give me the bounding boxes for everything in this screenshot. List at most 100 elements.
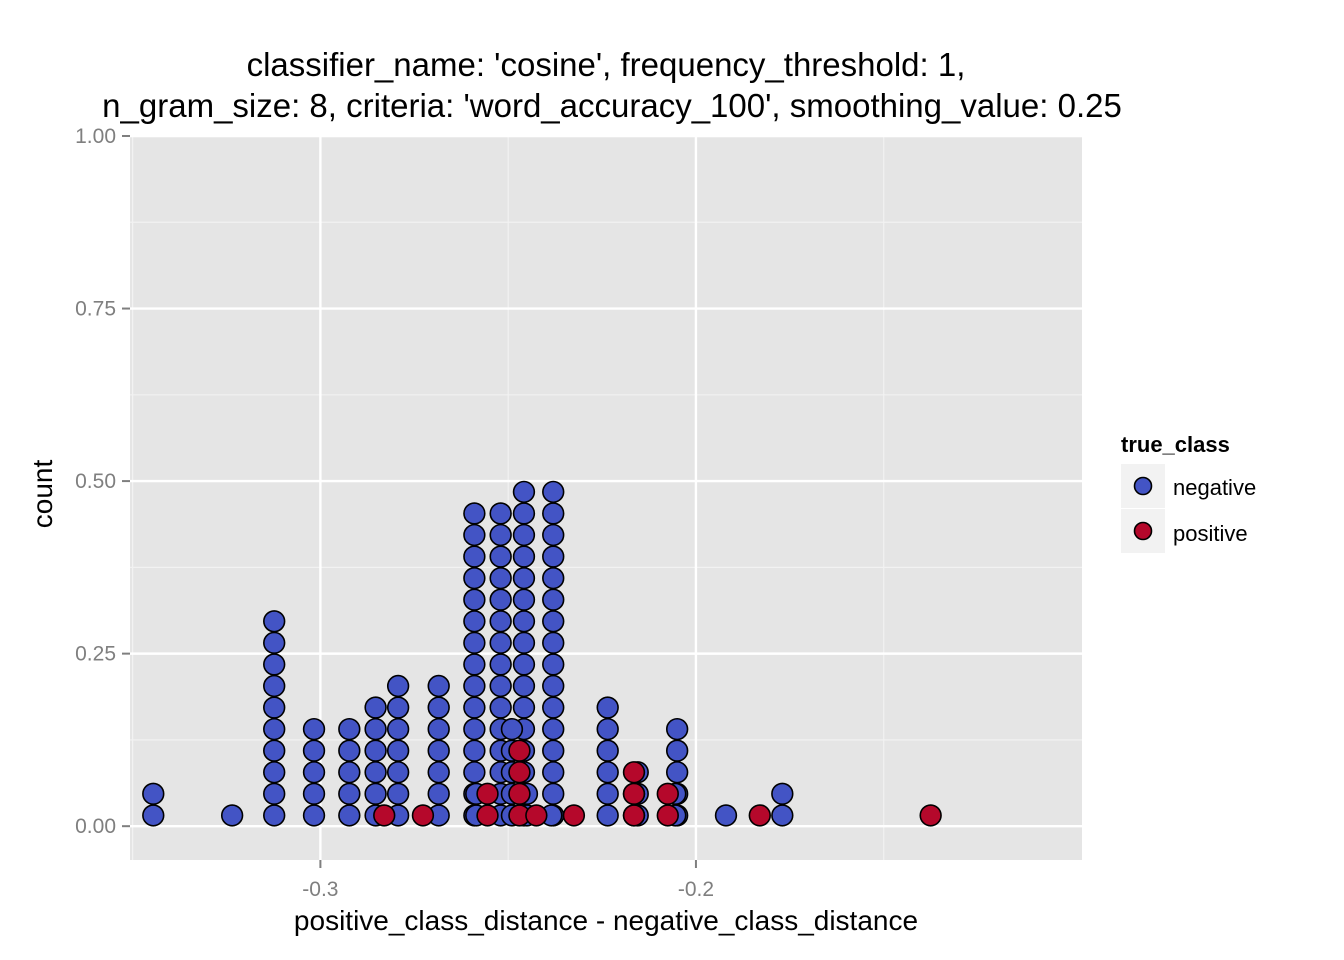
dot-negative [463,653,486,676]
dot-negative [771,804,794,827]
dot-negative [512,674,536,698]
dot-negative [463,502,486,525]
dot-negative [714,804,738,827]
dot-negative [542,566,565,590]
dot-negative [542,631,565,655]
dot-positive [622,782,646,806]
dot-negative [542,653,565,676]
dot-positive [373,804,396,827]
y-tick-label: 0.50 [75,470,116,493]
dot-negative [386,717,410,741]
dot-negative [263,739,286,762]
dot-negative [596,717,619,741]
dot-negative [463,566,486,590]
dot-negative [463,631,486,655]
series-positive [373,739,942,827]
dot-negative [489,653,512,676]
dot-positive [508,761,531,784]
dot-positive [656,782,679,806]
dot-positive [525,804,548,827]
dot-negative [489,545,512,568]
dot-negative [386,739,410,762]
dot-negative [542,739,565,762]
grid-lines [130,134,1082,860]
dot-negative [302,761,326,784]
dot-negative [463,717,486,741]
dot-negative [489,610,512,633]
dot-negative [364,696,387,719]
dot-negative [489,523,512,547]
dot-negative [512,588,536,611]
dot-negative [364,739,387,762]
dot-negative [489,696,512,719]
dot-positive [656,804,679,827]
dot-negative [542,480,565,504]
dot-positive [476,782,499,806]
dot-negative [489,502,512,525]
y-axis-title: count [27,460,58,529]
dot-negative [542,717,565,741]
dot-negative [463,696,486,719]
dot-negative [542,610,565,633]
dot-negative [364,717,387,741]
legend: true_class negative positive [1121,432,1256,553]
dot-negative [263,674,286,698]
dot-negative [596,739,619,762]
dot-negative [386,782,410,806]
dot-negative [263,610,286,633]
dot-negative [427,696,450,719]
dot-negative [512,502,536,525]
dot-negative [263,696,286,719]
dot-negative [542,761,565,784]
dot-negative [542,588,565,611]
dot-negative [596,696,619,719]
dot-negative [302,782,326,806]
dot-negative [220,804,244,827]
chart-title-line-2: n_gram_size: 8, criteria: 'word_accuracy… [102,87,1122,124]
dot-positive [622,804,646,827]
dot-negative [263,782,286,806]
dot-negative [512,653,536,676]
dot-negative [263,653,286,676]
dot-negative [665,717,689,741]
dot-positive [411,804,435,827]
dot-negative [463,523,486,547]
dot-negative [542,545,565,568]
dot-negative [596,782,619,806]
dot-negative [263,717,286,741]
x-tick-label: -0.2 [678,878,714,901]
y-tick-label: 1.00 [75,125,116,148]
dot-positive [476,804,499,827]
dot-negative [302,739,326,762]
legend-title: true_class [1121,432,1230,457]
dot-positive [508,739,531,762]
dot-negative [771,782,794,806]
dot-negative [463,674,486,698]
dot-negative [338,717,361,741]
dot-negative [463,610,486,633]
dot-negative [338,739,361,762]
dot-negative [386,674,410,698]
dot-negative [263,631,286,655]
y-axis: 0.00 0.25 0.50 0.75 1.00 [75,125,130,838]
dot-negative [489,631,512,655]
data-dots [142,480,942,827]
y-tick-label: 0.25 [75,643,116,666]
dot-negative [665,761,689,784]
dot-negative [386,696,410,719]
x-axis: -0.3 -0.2 [302,860,714,901]
dot-negative [142,782,165,806]
dot-negative [542,674,565,698]
dot-positive [622,761,646,784]
dot-negative [512,545,536,568]
dot-negative [338,782,361,806]
dot-negative [463,588,486,611]
dot-negative [512,696,536,719]
dot-negative [512,523,536,547]
dot-negative [463,761,486,784]
dot-negative [542,696,565,719]
dot-negative [302,804,326,827]
dot-negative [596,761,619,784]
dot-negative [512,566,536,590]
